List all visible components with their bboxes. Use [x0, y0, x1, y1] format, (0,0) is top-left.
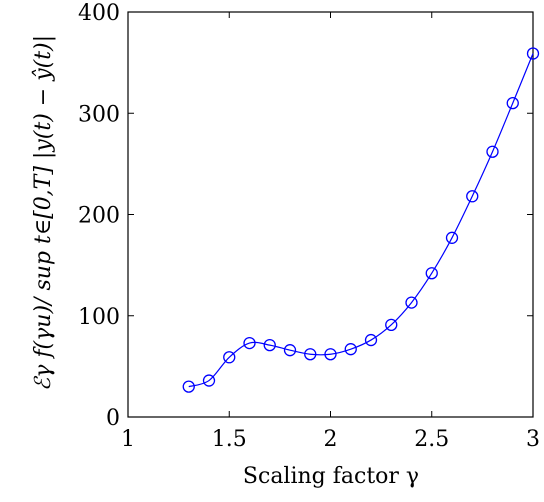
data-point [526, 47, 540, 60]
x-tick-label: 1 [121, 427, 135, 452]
data-point [445, 231, 459, 244]
plot-area [127, 11, 534, 418]
y-tick-label: 0 [106, 406, 120, 431]
data-point [385, 318, 398, 332]
x-tick-label: 2 [324, 427, 338, 452]
x-tick-label: 1.5 [212, 427, 247, 452]
x-tick-label: 3 [526, 427, 540, 452]
y-axis: 0 100 200 300 400 [78, 1, 533, 431]
data-point [364, 333, 378, 347]
data-point [243, 336, 256, 350]
data-point [344, 343, 357, 356]
data-point [283, 344, 297, 357]
series-line [188, 53, 534, 388]
series-group [182, 47, 540, 393]
x-axis-label: Scaling factor γ [243, 464, 419, 489]
data-point [182, 380, 195, 393]
y-tick-label: 100 [78, 305, 120, 330]
data-point [304, 348, 317, 361]
x-tick-label: 2.5 [414, 427, 449, 452]
plot-frame [127, 11, 534, 418]
data-point [486, 145, 499, 158]
data-point [202, 374, 216, 387]
data-point [506, 96, 519, 110]
data-point [425, 267, 438, 280]
y-tick-label: 300 [78, 102, 120, 127]
y-axis-label-text: ℰγ f(γu)/ sup t∈[0,T] |y(t) − ŷ(t)| [31, 35, 56, 391]
y-axis-label: ℰγ f(γu)/ sup t∈[0,T] |y(t) − ŷ(t)| [31, 35, 56, 391]
data-point [263, 338, 276, 352]
data-point [324, 348, 337, 361]
y-tick-label: 200 [78, 204, 120, 229]
data-point [466, 190, 479, 203]
data-point [405, 296, 418, 309]
y-tick-label: 400 [78, 1, 120, 26]
data-point [223, 351, 236, 364]
x-axis: 1 1.5 2 2.5 3 [121, 12, 540, 452]
